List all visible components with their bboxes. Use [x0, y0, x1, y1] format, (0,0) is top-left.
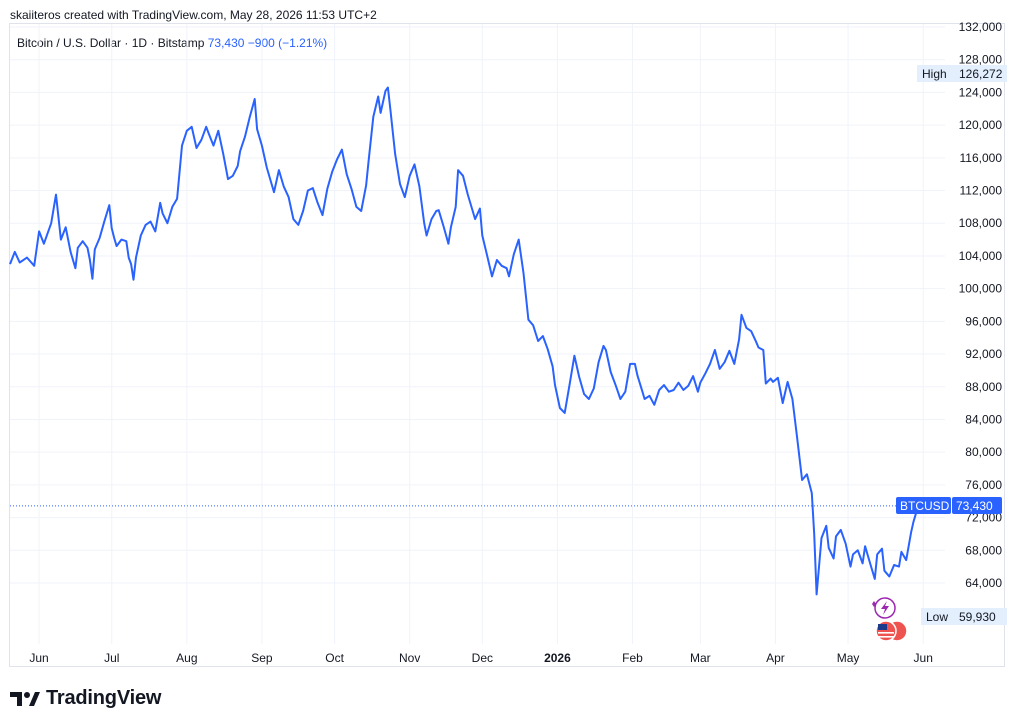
events-icon[interactable]: [872, 597, 896, 619]
y-tick-label: 108,000: [959, 216, 1003, 230]
x-tick-label: Mar: [690, 651, 711, 665]
tradingview-wordmark: TradingView: [46, 687, 162, 709]
x-tick-label: Jun: [29, 651, 48, 665]
grid: [10, 24, 945, 644]
y-axis: 132,000 128,000 124,000 120,000 116,000 112,0…: [959, 20, 1003, 590]
y-tick-label: 116,000: [960, 151, 1003, 165]
y-tick-label: 112,000: [960, 184, 1003, 198]
high-label: High: [922, 67, 947, 81]
x-axis: Jun Jul Aug Sep Oct Nov Dec 2026 Feb Mar Apr May Jun: [29, 651, 932, 665]
y-tick-label: 72,000: [965, 511, 1002, 525]
y-tick-label: 68,000: [965, 543, 1002, 557]
y-tick-label: 76,000: [965, 478, 1002, 492]
y-tick-label: 128,000: [959, 53, 1003, 67]
x-tick-label: Dec: [472, 651, 493, 665]
y-tick-label: 120,000: [959, 118, 1003, 132]
low-value: 59,930: [959, 610, 996, 624]
high-value: 126,272: [959, 67, 1003, 81]
x-tick-label: Oct: [325, 651, 344, 665]
y-tick-label: 124,000: [959, 85, 1003, 99]
btcusd-tag-value: 73,430: [956, 499, 993, 513]
x-tick-label: Feb: [622, 651, 643, 665]
price-change: −900 (−1.21%): [247, 36, 328, 50]
x-tick-label: Jun: [914, 651, 933, 665]
y-tick-label: 96,000: [965, 314, 1002, 328]
y-tick-label: 100,000: [959, 282, 1003, 296]
y-tick-label: 132,000: [959, 20, 1003, 34]
y-tick-label: 84,000: [965, 412, 1002, 426]
symbol-name: Bitcoin / U.S. Dollar · 1D · Bitstamp: [17, 36, 205, 50]
btcusd-tag-label: BTCUSD: [900, 499, 950, 513]
chart-credit: skaiiteros created with TradingView.com,…: [10, 8, 377, 22]
x-tick-label: May: [837, 651, 860, 665]
x-tick-label: Apr: [766, 651, 785, 665]
series-line-btcusd: [9, 86, 920, 596]
chart-frame: [9, 23, 1005, 667]
y-tick-label: 92,000: [965, 347, 1002, 361]
x-tick-label: Sep: [251, 651, 273, 665]
low-label: Low: [926, 610, 948, 624]
tradingview-logo-icon: [10, 691, 40, 706]
low-tag: Low 59,930: [921, 608, 1007, 625]
y-tick-label: 104,000: [959, 249, 1003, 263]
last-price: 73,430: [207, 36, 245, 50]
high-tag: High 126,272: [917, 65, 1007, 82]
x-tick-label: Jul: [104, 651, 119, 665]
x-tick-label: 2026: [544, 651, 571, 665]
x-tick-label: Aug: [176, 651, 197, 665]
y-tick-label: 80,000: [965, 445, 1002, 459]
y-tick-label: 88,000: [965, 380, 1002, 394]
x-tick-label: Nov: [399, 651, 420, 665]
symbol-legend: Bitcoin / U.S. Dollar · 1D · Bitstamp 73…: [17, 36, 327, 50]
tradingview-logo[interactable]: TradingView: [10, 687, 161, 710]
btcusd-tag: BTCUSD 73,430: [896, 497, 1002, 514]
us-flag-icon[interactable]: [875, 620, 908, 642]
y-tick-label: 64,000: [965, 576, 1002, 590]
